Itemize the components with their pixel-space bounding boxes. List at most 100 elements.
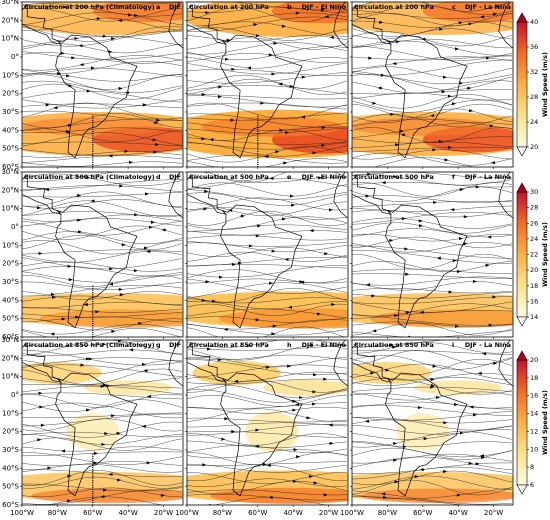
streamline [352,425,513,435]
streamline [187,278,348,284]
lat-tick-label: 60°S [2,333,19,341]
stream-arrow [38,251,43,256]
stream-arrow [93,451,98,455]
panel-title: Circulation at 200 hPa [354,3,434,11]
stream-arrow [451,102,456,106]
lon-tick-label: 100°W [340,509,364,517]
stream-arrow [296,455,301,459]
stream-arrow [366,283,371,287]
panel-frame [186,339,349,506]
streamline [187,480,348,495]
streamline [352,12,513,26]
streamline [187,282,348,298]
streamline [352,182,513,188]
streamline [352,127,513,143]
streamline [187,6,347,13]
streamline [22,418,183,432]
streamline [352,94,513,109]
streamline [352,242,513,253]
stream-arrow [294,403,299,407]
stream-arrow [202,463,207,467]
stream-arrow [300,115,305,119]
colorbar-min [516,316,528,327]
panel-title: Circulation at 500 hPa (Climatology) [24,173,155,181]
colorbar-max [516,12,528,23]
stream-arrow [146,249,151,254]
streamline [22,285,183,297]
streamline [352,122,513,138]
stream-arrow [117,18,122,23]
panel-frame [21,1,184,168]
streamline [22,155,183,163]
streamline [352,217,513,229]
stream-arrow [404,247,409,251]
stream-arrow [399,129,404,133]
lon-tick-label: 40°W [118,509,137,517]
streamline [22,328,183,337]
streamline [22,74,183,90]
wind-shade [263,379,348,396]
stream-arrow [439,27,444,31]
streamline [22,102,183,120]
streamline [187,27,348,41]
coastline [22,174,62,215]
streamline [187,69,348,76]
streamline [187,402,348,410]
lat-tick-label: 20°N [1,186,19,194]
stream-arrow [206,347,211,351]
streamlines [187,2,348,167]
stream-arrow [275,150,280,154]
streamline [352,195,513,203]
streamline [187,57,348,69]
stream-arrow [392,61,397,66]
lat-tick-label: 10°N [1,373,19,381]
stream-arrow [435,395,440,399]
stream-arrow [255,318,260,322]
stream-arrow [372,101,377,105]
streamline [187,407,348,414]
stream-arrow [74,36,79,41]
streamline [352,114,513,128]
lat-tick-label: 30°S [2,108,19,116]
streamline [373,157,475,167]
stream-arrow [226,38,231,42]
stream-arrow [118,86,123,91]
lon-tick-label: 80°W [378,509,397,517]
streamline [22,173,183,186]
stream-arrow [255,428,260,432]
stream-arrow [316,312,321,316]
streamline [352,314,513,326]
stream-arrow [231,67,236,71]
stream-arrow [419,468,424,472]
lat-tick-label: 40°S [2,296,19,304]
stream-arrow [121,243,126,247]
colorbar-tick-label: 32 [530,68,538,76]
stream-arrow [61,449,66,453]
streamline [22,461,183,466]
lon-tick-label: 100°W [175,509,199,517]
streamline [352,234,513,242]
stream-arrow [443,421,448,425]
stream-arrow [133,269,138,273]
stream-arrow [479,454,484,458]
streamline [352,55,512,61]
panel-season: DJF [169,173,181,181]
stream-arrow [441,90,446,94]
streamline [187,113,348,128]
stream-arrow [143,369,148,373]
stream-arrow [308,343,313,348]
lat-tick-label: 30°N [1,0,19,6]
stream-arrow [231,429,236,434]
colorbar [516,191,528,318]
streamline [187,478,348,487]
stream-arrow [248,244,253,248]
stream-arrow [144,192,149,196]
streamline [352,281,513,291]
stream-arrow [477,371,482,375]
streamline [187,85,348,95]
stream-arrow [379,20,384,24]
lat-tick-label: 10°S [2,409,19,417]
stream-arrow [128,13,133,17]
lat-tick-label: 10°S [2,71,19,79]
streamline [187,461,348,466]
